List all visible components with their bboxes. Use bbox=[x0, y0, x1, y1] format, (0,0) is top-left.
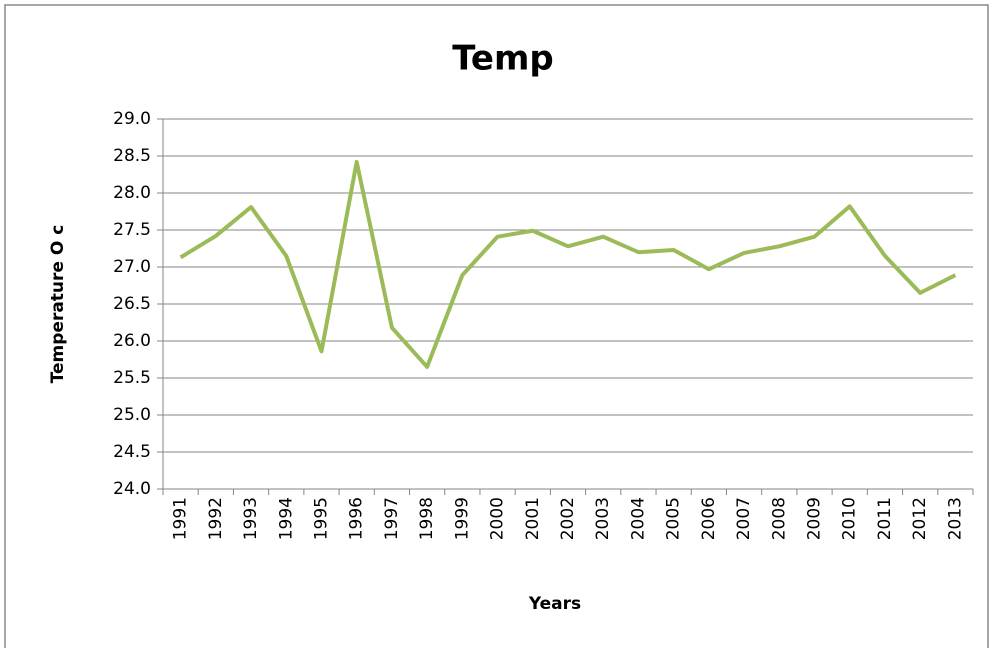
y-tick-label: 29.0 bbox=[113, 109, 151, 129]
x-tick-label: 2004 bbox=[628, 497, 648, 540]
x-tick-label: 2003 bbox=[593, 497, 613, 540]
x-tick-label: 2009 bbox=[805, 497, 825, 540]
x-tick-label: 1993 bbox=[241, 497, 261, 540]
y-tick-label: 28.0 bbox=[113, 183, 151, 203]
y-tick-label: 27.0 bbox=[113, 257, 151, 277]
x-tick-label: 1992 bbox=[206, 497, 226, 540]
chart-title: Temp bbox=[452, 39, 554, 79]
y-tick-label: 26.5 bbox=[113, 294, 151, 314]
x-tick-label: 2001 bbox=[523, 497, 543, 540]
y-tick-label: 25.0 bbox=[113, 405, 151, 425]
x-tick-label: 2011 bbox=[875, 497, 895, 540]
x-tick-label: 1997 bbox=[382, 497, 402, 540]
x-tick-label: 2013 bbox=[945, 497, 965, 540]
data-line bbox=[179, 159, 957, 369]
x-tick-label: 2012 bbox=[910, 497, 930, 540]
x-tick-label: 1998 bbox=[417, 497, 437, 540]
chart-frame bbox=[4, 4, 989, 648]
y-tick-label: 28.5 bbox=[113, 146, 151, 166]
x-tick-label: 2007 bbox=[734, 497, 754, 540]
x-tick-label: 1996 bbox=[347, 497, 367, 540]
y-tick-label: 24.0 bbox=[113, 479, 151, 499]
x-tick-label: 1999 bbox=[452, 497, 472, 540]
x-tick-label: 2000 bbox=[488, 497, 508, 540]
x-tick-label: 1994 bbox=[276, 497, 296, 540]
y-axis-title: Temperature O c bbox=[48, 225, 68, 384]
x-axis-title: Years bbox=[528, 594, 581, 614]
y-tick-label: 24.5 bbox=[113, 442, 151, 462]
y-tick-label: 27.5 bbox=[113, 220, 151, 240]
x-tick-label: 2008 bbox=[769, 497, 789, 540]
y-tick-label: 26.0 bbox=[113, 331, 151, 351]
x-tick-label: 2006 bbox=[699, 497, 719, 540]
x-tick-label: 2002 bbox=[558, 497, 578, 540]
x-tick-label: 2010 bbox=[840, 497, 860, 540]
x-tick-label: 2005 bbox=[664, 497, 684, 540]
x-tick-label: 1995 bbox=[311, 497, 331, 540]
y-tick-label: 25.5 bbox=[113, 368, 151, 388]
x-tick-label: 1991 bbox=[171, 497, 191, 540]
